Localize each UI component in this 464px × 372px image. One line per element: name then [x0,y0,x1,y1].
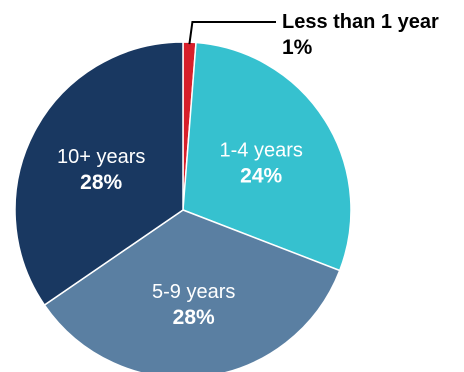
slice-10-plus-years [14,41,184,307]
slice-value-10-plus-years: 28% [80,171,122,194]
slice-value-1-4-years: 24% [240,165,282,188]
slice-value-5-9-years: 28% [173,306,215,329]
labels-layer: 1-4 years 24% 5-9 years 28% 10+ years 28… [57,140,303,329]
callout-leader-line [188,21,276,45]
slice-5-9-years [43,209,341,372]
callout-value-less-than-1-year: 1% [282,36,313,59]
slice-label-5-9-years: 5-9 years [152,281,235,303]
slice-1-4-years [182,41,352,272]
slice-label-10-plus-years: 10+ years [57,146,145,168]
slice-label-1-4-years: 1-4 years [220,140,303,162]
callout-label-less-than-1-year: Less than 1 year [282,11,439,33]
slices-layer [14,41,352,372]
callout-layer: Less than 1 year 1% [188,11,439,59]
